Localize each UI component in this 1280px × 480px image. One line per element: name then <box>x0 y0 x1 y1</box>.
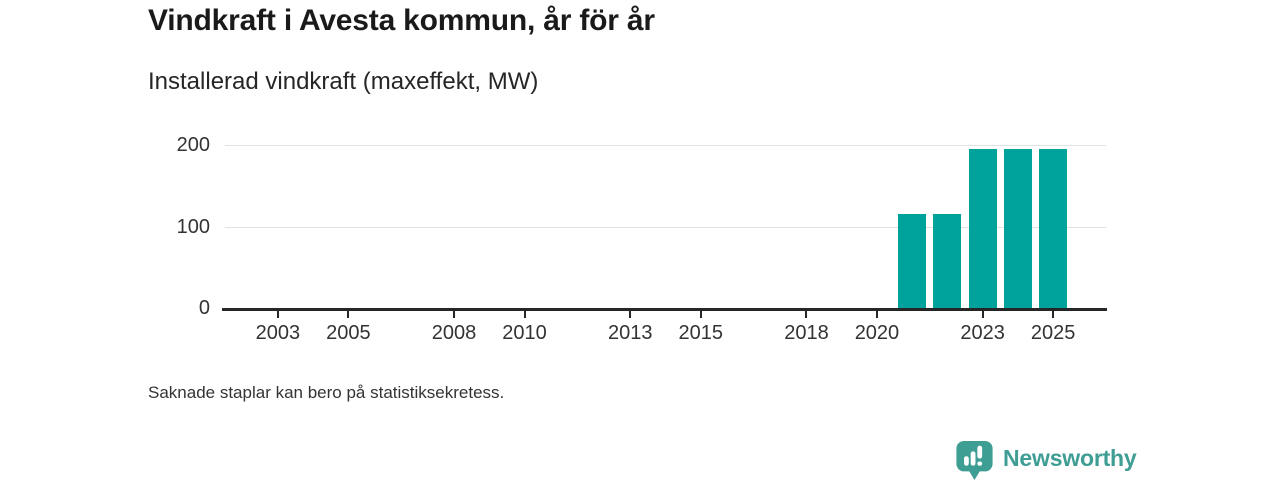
x-axis-tick-2020 <box>875 311 878 318</box>
x-axis-label-2025: 2025 <box>1030 322 1076 344</box>
x-axis-tick-2018 <box>805 311 808 318</box>
chart-title: Vindkraft i Avesta kommun, år för år <box>148 4 655 37</box>
x-axis-tick-2025 <box>1052 311 1055 318</box>
x-axis-label-2018: 2018 <box>784 322 829 344</box>
footnote: Saknade staplar kan bero på statistiksek… <box>148 383 505 402</box>
x-axis-label-2010: 2010 <box>502 322 547 344</box>
bar-2023 <box>968 149 997 308</box>
chart-subtitle: Installerad vindkraft (maxeffekt, MW) <box>148 68 539 95</box>
y-axis-label-200: 200 <box>176 134 210 156</box>
y-axis-label-0: 0 <box>198 297 210 319</box>
x-axis-tick-2005 <box>347 311 350 318</box>
x-axis-label-2020: 2020 <box>854 322 900 344</box>
gridline-200 <box>225 145 1106 146</box>
x-axis-label-2008: 2008 <box>431 322 477 344</box>
bar-chart-speech-bubble-icon <box>956 440 993 480</box>
bar-2021 <box>898 214 927 308</box>
bar-2025 <box>1039 149 1068 308</box>
x-axis-label-2013: 2013 <box>608 322 653 344</box>
x-axis-tick-2015 <box>699 311 702 318</box>
brand-name: Newsworthy <box>1003 445 1137 471</box>
x-axis-tick-2023 <box>981 311 984 318</box>
x-axis-line <box>222 308 1107 311</box>
x-axis-label-2005: 2005 <box>326 322 371 344</box>
bar-chart: 0 100 200 2003 2005 2008 2010 2013 2015 2018 2020 2… <box>0 134 1280 360</box>
bar-2022 <box>933 214 962 308</box>
x-axis-tick-2010 <box>523 311 526 318</box>
x-axis-tick-2008 <box>453 311 456 318</box>
plot-area <box>225 140 1106 308</box>
x-axis-label-2023: 2023 <box>960 322 1005 344</box>
x-axis-label-2015: 2015 <box>678 322 723 344</box>
y-axis-label-100: 100 <box>176 215 210 238</box>
x-axis-tick-2003 <box>276 311 279 318</box>
x-axis-tick-2013 <box>629 311 632 318</box>
brand-logo: Newsworthy <box>955 440 1137 480</box>
x-axis-label-2003: 2003 <box>255 322 301 344</box>
gridline-100 <box>225 226 1106 228</box>
bar-2024 <box>1003 149 1032 308</box>
